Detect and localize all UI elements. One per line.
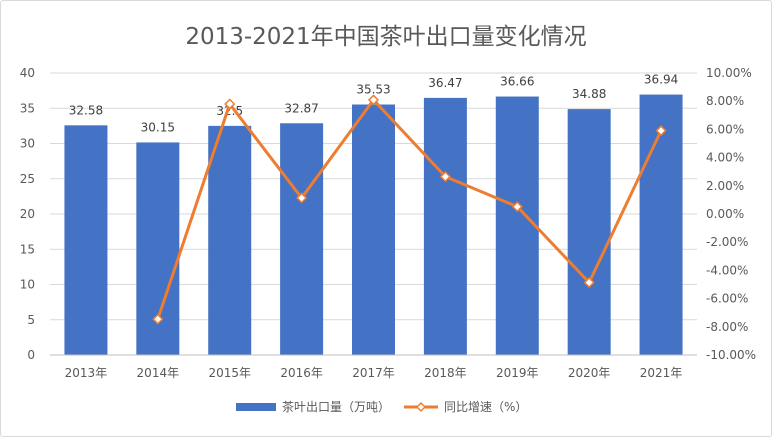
bar: [64, 125, 108, 355]
line-marker: [152, 313, 164, 325]
left-tick-label: 35: [20, 101, 35, 115]
bar: [495, 96, 539, 355]
right-tick-label: 2.00%: [706, 179, 744, 193]
x-tick-label: 2019年: [496, 366, 539, 380]
x-tick-label: 2014年: [137, 366, 180, 380]
x-tick-label: 2020年: [568, 366, 611, 380]
bar: [208, 125, 252, 355]
line-series: [152, 94, 667, 325]
x-tick-label: 2021年: [640, 366, 683, 380]
left-tick-label: 20: [20, 207, 35, 221]
line-marker: [655, 125, 667, 137]
left-tick-label: 5: [27, 313, 35, 327]
x-axis: 2013年 2014年 2015年 2016年 2017年 2018年 2019年 2020年…: [50, 354, 697, 380]
x-tick-label: 2015年: [208, 366, 251, 380]
legend-bar-label: 茶叶出口量（万吨）: [282, 399, 390, 414]
line-marker: [367, 94, 380, 106]
legend-bar-swatch: [236, 403, 276, 411]
bar-series: [64, 94, 683, 356]
x-tick-label: 2018年: [424, 366, 467, 380]
bar-data-label: 36.94: [644, 73, 678, 87]
legend-line-label: 同比增速（%）: [444, 400, 527, 414]
bar-data-label: 32.58: [69, 103, 103, 117]
right-tick-label: 4.00%: [706, 151, 744, 165]
right-tick-label: 8.00%: [706, 94, 744, 108]
bar: [567, 109, 611, 355]
left-tick-label: 25: [20, 172, 35, 186]
line-marker: [583, 276, 595, 289]
bar-data-label: 36.47: [428, 76, 462, 90]
line-marker: [296, 192, 308, 204]
right-tick-label: 10.00%: [706, 66, 752, 80]
right-axis: -10.00% -8.00% -6.00% -4.00% -2.00% 0.00% 2.00…: [706, 66, 756, 362]
left-tick-label: 40: [20, 66, 35, 80]
left-tick-label: 30: [20, 137, 35, 151]
bar: [280, 123, 324, 355]
right-tick-label: -2.00%: [706, 235, 748, 249]
bar-data-label: 36.66: [500, 75, 534, 89]
bar: [639, 94, 683, 355]
x-tick-label: 2016年: [280, 366, 323, 380]
left-tick-label: 15: [20, 242, 35, 256]
bar: [352, 104, 395, 356]
bar: [423, 97, 467, 355]
bar-data-label: 32.87: [284, 101, 318, 115]
line-marker: [511, 201, 523, 213]
line-marker: [439, 171, 451, 183]
x-tick-label: 2013年: [65, 366, 108, 380]
line-marker: [224, 98, 236, 110]
left-tick-label: 10: [20, 278, 35, 292]
left-axis: 0 5 10 15 20 25 30 35 40: [20, 66, 35, 362]
right-tick-label: -10.00%: [706, 348, 756, 362]
line-path: [156, 98, 663, 320]
right-tick-label: -4.00%: [706, 263, 748, 277]
bar-data-label: 34.88: [572, 87, 606, 101]
legend-line-marker: [415, 401, 427, 413]
chart-title: 2013-2021年中国茶叶出口量变化情况: [185, 24, 586, 50]
bar-data-label: 30.15: [141, 120, 175, 134]
x-tick-label: 2017年: [352, 366, 395, 380]
right-tick-label: -6.00%: [706, 292, 748, 306]
bar-data-label: 35.53: [356, 83, 390, 97]
right-tick-label: -8.00%: [706, 320, 748, 334]
right-tick-label: 0.00%: [706, 207, 744, 221]
left-tick-label: 0: [27, 348, 35, 362]
right-tick-label: 6.00%: [706, 122, 744, 136]
legend: 茶叶出口量（万吨） 同比增速（%）: [236, 399, 527, 414]
